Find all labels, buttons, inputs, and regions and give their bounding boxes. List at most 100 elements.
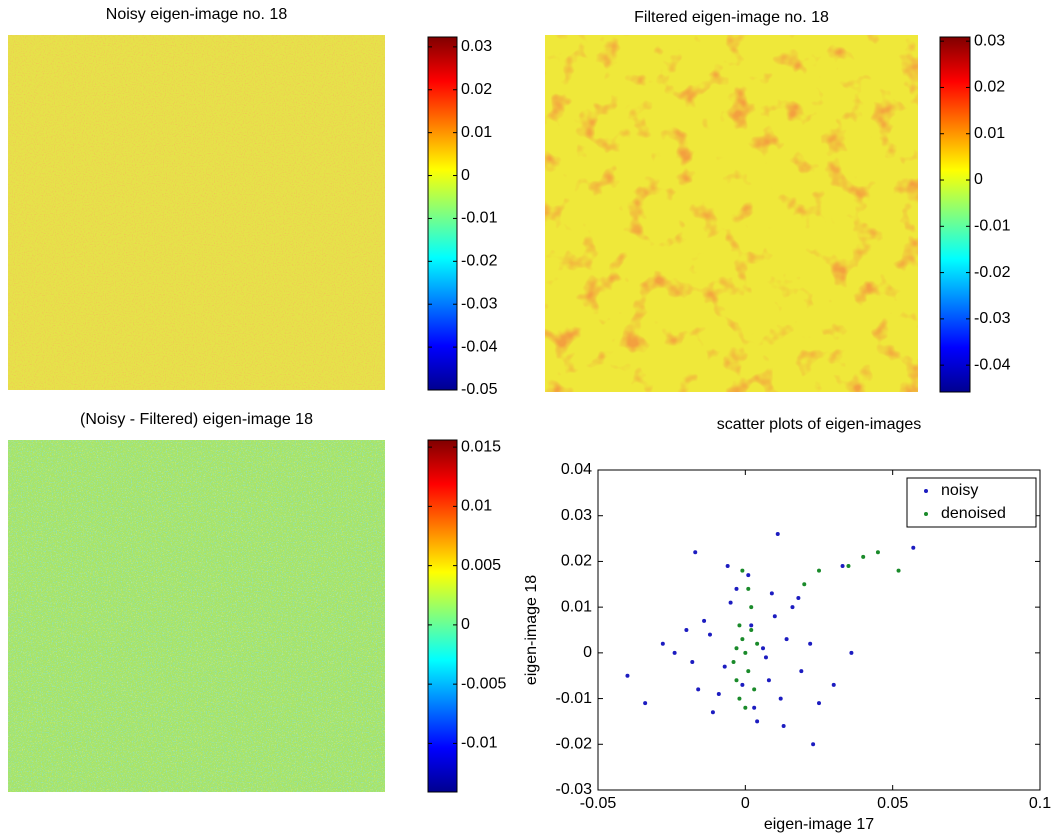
colorbar-tick-label: -0.01 [461, 735, 498, 752]
scatter-point [778, 696, 783, 701]
x-tick-label: 0.1 [1029, 795, 1051, 812]
scatter-point [728, 600, 733, 605]
scatter-point [749, 628, 754, 632]
scatter-point [696, 687, 701, 692]
scatter-point [743, 705, 748, 710]
scatter-point [746, 586, 751, 591]
scatter-point [749, 623, 754, 628]
scatter-point [752, 705, 757, 710]
colorbar-tick-label: 0.02 [461, 81, 492, 98]
scatter-point [731, 660, 736, 664]
y-tick-label: 0.02 [561, 553, 592, 570]
colorbar-tick-label: 0.01 [461, 498, 492, 515]
x-tick-label: 0.05 [877, 795, 908, 812]
image-texture [545, 35, 918, 392]
scatter-point [772, 614, 777, 619]
colorbar-tick-label: -0.01 [974, 218, 1011, 235]
scatter-point [710, 710, 715, 715]
panel-title: (Noisy - Filtered) eigen-image 18 [80, 411, 313, 428]
scatter-point [690, 660, 695, 664]
colorbar-tick-label: -0.02 [974, 264, 1011, 281]
scatter-point [802, 582, 807, 587]
y-axis-label: eigen-image 18 [523, 575, 540, 685]
scatter-point [831, 682, 836, 687]
scatter-point [740, 568, 745, 573]
image-texture [8, 35, 385, 390]
x-tick-label: 0 [741, 795, 750, 812]
scatter-point [817, 701, 821, 706]
scatter-point [784, 637, 789, 642]
scatter-point [716, 692, 721, 696]
scatter-point [796, 596, 801, 600]
scatter-point [755, 641, 760, 646]
scatter-point [734, 586, 739, 591]
colorbar-tick-label: -0.04 [974, 356, 1011, 373]
y-tick-label: -0.02 [556, 736, 593, 753]
colorbar-tick-label: -0.04 [461, 338, 498, 355]
panel-title: scatter plots of eigen-images [717, 416, 922, 433]
colorbar-tick-label: 0.02 [974, 79, 1005, 96]
colorbar-tick-label: 0 [974, 171, 983, 188]
legend-marker [924, 489, 928, 493]
y-tick-label: 0.03 [561, 507, 592, 524]
scatter-point [625, 673, 630, 678]
scatter-point [761, 646, 766, 651]
scatter-point [660, 641, 665, 646]
scatter-point [811, 742, 816, 747]
colorbar-tick-label: -0.05 [461, 381, 498, 398]
colorbar [427, 439, 458, 793]
colorbar-tick-label: 0.03 [974, 32, 1005, 49]
colorbar-tick-label: 0.01 [461, 124, 492, 141]
scatter-point [725, 564, 730, 568]
scatter-point [684, 628, 689, 632]
scatter-point [817, 568, 821, 573]
scatter-point [808, 641, 813, 646]
scatter-point [769, 591, 774, 596]
colorbar-tick-label: 0.005 [461, 557, 501, 574]
scatter-point [643, 701, 648, 706]
scatter-point [734, 678, 739, 683]
y-tick-label: -0.03 [556, 781, 593, 798]
panel-title: Filtered eigen-image no. 18 [634, 9, 829, 26]
scatter-point [846, 564, 851, 568]
colorbar-tick-label: 0.03 [461, 38, 492, 55]
scatter-point [749, 605, 754, 610]
scatter-point [752, 687, 757, 692]
image-texture [8, 440, 385, 792]
scatter-point [781, 724, 786, 728]
colorbar-tick-label: 0.01 [974, 125, 1005, 142]
colorbar-tick-label: 0 [461, 167, 470, 184]
x-axis-label: eigen-image 17 [764, 816, 874, 833]
scatter-point [737, 623, 742, 628]
legend [906, 477, 1037, 528]
scatter-point [775, 532, 780, 536]
scatter-point [746, 669, 751, 674]
scatter-point [693, 550, 698, 555]
scatter-point [766, 678, 771, 683]
y-tick-label: 0.01 [561, 598, 592, 615]
x-tick-label: -0.05 [580, 795, 617, 812]
y-tick-label: 0 [583, 644, 592, 661]
y-tick-label: 0.04 [561, 461, 592, 478]
scatter-point [861, 554, 866, 559]
legend-marker [924, 512, 928, 516]
scatter-point [672, 650, 677, 655]
colorbar [427, 36, 458, 391]
scatter-point [734, 646, 739, 651]
scatter-point [740, 637, 745, 642]
scatter-point [849, 650, 854, 655]
scatter-point [722, 664, 727, 669]
scatter-point [790, 605, 795, 610]
scatter-point [740, 682, 745, 687]
scatter-point [746, 573, 751, 578]
y-tick-label: -0.01 [556, 690, 593, 707]
scatter-point [702, 618, 707, 623]
colorbar [939, 36, 971, 393]
colorbar-tick-label: -0.03 [461, 295, 498, 312]
colorbar-tick-label: -0.005 [461, 675, 506, 692]
panel-title: Noisy eigen-image no. 18 [106, 6, 288, 23]
scatter-point [799, 669, 804, 674]
scatter-point [755, 719, 760, 724]
colorbar-tick-label: -0.01 [461, 210, 498, 227]
